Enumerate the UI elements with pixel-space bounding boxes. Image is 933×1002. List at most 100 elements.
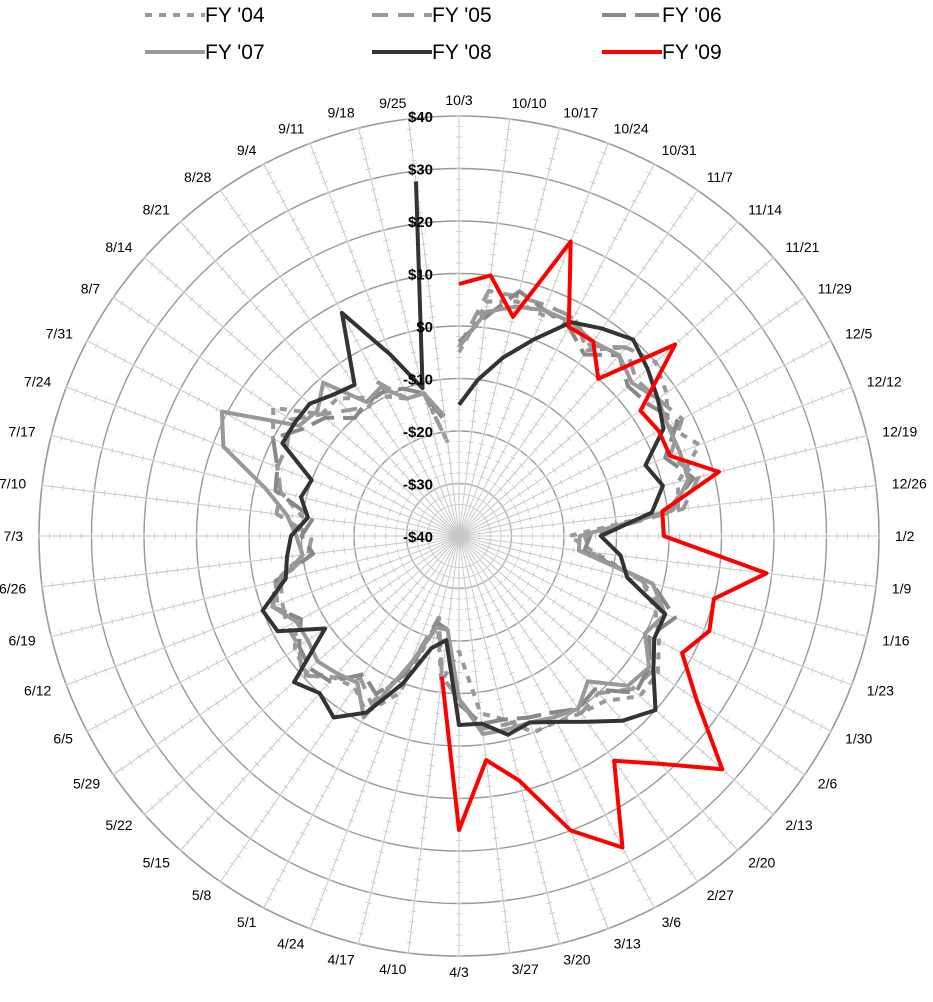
category-label: 8/7 <box>81 280 101 296</box>
legend-item-fy-04: FY '04 <box>145 4 265 27</box>
category-label: 9/18 <box>327 105 354 121</box>
radial-tick-label: $20 <box>408 214 433 231</box>
category-label: 7/3 <box>4 528 24 544</box>
category-label: 6/26 <box>0 581 26 597</box>
legend-label: FY '04 <box>205 4 265 27</box>
series-line-fy-06 <box>270 289 696 726</box>
category-label: 6/5 <box>53 731 73 747</box>
category-labels: 10/3 10/10 10/17 10/24 10/31 11/7 11/14 11/21 11… <box>0 92 927 980</box>
radial-tick-label: -$30 <box>403 477 433 494</box>
category-label: 2/13 <box>785 817 812 833</box>
legend-label: FY '05 <box>432 4 492 27</box>
grid-minor-ticks <box>480 554 776 818</box>
category-label: 5/15 <box>143 854 170 870</box>
category-label: 5/29 <box>73 776 100 792</box>
category-label: 6/19 <box>8 632 35 648</box>
category-label: 9/25 <box>379 95 406 111</box>
grid-minor-ticks <box>467 141 611 508</box>
radial-tick-label: -$10 <box>403 372 433 389</box>
category-label: 9/11 <box>278 120 304 136</box>
category-label: 11/29 <box>818 280 852 296</box>
grid-minor-ticks <box>482 551 807 778</box>
legend-label: FY '09 <box>662 41 722 64</box>
grid-minor-ticks <box>487 544 854 688</box>
category-label: 12/12 <box>867 373 902 389</box>
category-label: 11/14 <box>748 202 782 218</box>
grid-minor-ticks <box>85 547 433 734</box>
grid-minor-ticks <box>489 482 877 536</box>
legend-label: FY '08 <box>432 41 492 64</box>
grid-minor-ticks <box>474 559 701 884</box>
category-label: 1/16 <box>882 632 909 648</box>
series-line-fy-09 <box>439 239 769 850</box>
grid-minor-ticks <box>488 432 868 532</box>
legend-item-fy-07: FY '07 <box>145 41 265 64</box>
category-label: 12/26 <box>892 475 927 491</box>
category-label: 7/31 <box>46 325 73 341</box>
category-label: 1/23 <box>867 683 894 699</box>
category-label: 7/24 <box>24 373 51 389</box>
legend-item-fy-09: FY '09 <box>602 41 722 64</box>
grid-minor-ticks <box>50 540 430 640</box>
legend-label: FY '06 <box>662 4 722 27</box>
category-label: 10/10 <box>512 95 547 111</box>
series-layer <box>219 181 769 850</box>
grid-minor-ticks <box>482 294 807 521</box>
grid-minor-ticks <box>489 536 877 590</box>
category-label: 1/30 <box>845 731 872 747</box>
category-label: 5/8 <box>192 887 212 903</box>
category-label: 1/2 <box>895 528 915 544</box>
category-label: 10/24 <box>614 120 649 136</box>
grid-minor-ticks <box>142 554 438 818</box>
category-label: 3/20 <box>563 951 590 967</box>
radial-tick-label: -$20 <box>403 424 433 441</box>
category-label: 10/3 <box>445 92 472 108</box>
category-label: 10/17 <box>563 105 598 121</box>
radial-tick-label: $10 <box>408 267 433 284</box>
category-label: 2/27 <box>707 887 734 903</box>
grid-minor-ticks <box>405 566 459 954</box>
radial-tick-label: -$40 <box>403 529 433 546</box>
category-label: 9/4 <box>237 142 257 158</box>
category-label: 4/24 <box>277 936 304 952</box>
radial-tick-labels: $40 $30 $20 $10 $0 -$10 -$20 -$30 -$40 <box>403 109 433 546</box>
category-label: 8/28 <box>184 169 211 185</box>
category-label: 3/27 <box>512 961 539 977</box>
radial-tick-label: $40 <box>408 109 433 126</box>
category-label: 5/22 <box>105 817 132 833</box>
series-line-fy-05 <box>274 289 701 731</box>
category-label: 6/12 <box>24 683 51 699</box>
category-label: 12/5 <box>845 325 872 341</box>
category-label: 4/10 <box>379 961 406 977</box>
series-line-fy-07 <box>219 304 691 736</box>
category-label: 3/13 <box>614 936 641 952</box>
radial-tick-label: $0 <box>416 319 433 336</box>
category-label: 11/7 <box>707 169 733 185</box>
category-label: 5/1 <box>237 914 257 930</box>
grid-minor-ticks <box>477 557 741 853</box>
category-label: 8/14 <box>105 239 132 255</box>
category-label: 11/21 <box>785 239 819 255</box>
category-label: 10/31 <box>662 142 697 158</box>
legend-item-fy-06: FY '06 <box>602 4 722 27</box>
radial-tick-label: $30 <box>408 162 433 179</box>
category-label: 4/17 <box>327 951 354 967</box>
category-label: 7/17 <box>8 424 35 440</box>
grid-minor-ticks <box>177 557 441 853</box>
category-label: 2/6 <box>818 776 838 792</box>
grid-minor-ticks <box>217 559 444 884</box>
category-label: 3/6 <box>662 914 682 930</box>
legend-item-fy-05: FY '05 <box>372 4 492 27</box>
category-label: 7/10 <box>0 475 26 491</box>
legend: FY '04 FY '05 FY '06 FY '07 FY '08 FY '09 <box>145 4 722 64</box>
category-label: 4/3 <box>449 964 469 980</box>
category-label: 12/19 <box>882 424 917 440</box>
legend-item-fy-08: FY '08 <box>372 41 492 64</box>
series-line-fy-08 <box>260 181 668 737</box>
category-label: 1/9 <box>892 581 912 597</box>
legend-label: FY '07 <box>205 41 265 64</box>
category-label: 2/20 <box>748 854 775 870</box>
category-label: 8/21 <box>143 202 170 218</box>
grid-minor-ticks <box>470 162 657 510</box>
